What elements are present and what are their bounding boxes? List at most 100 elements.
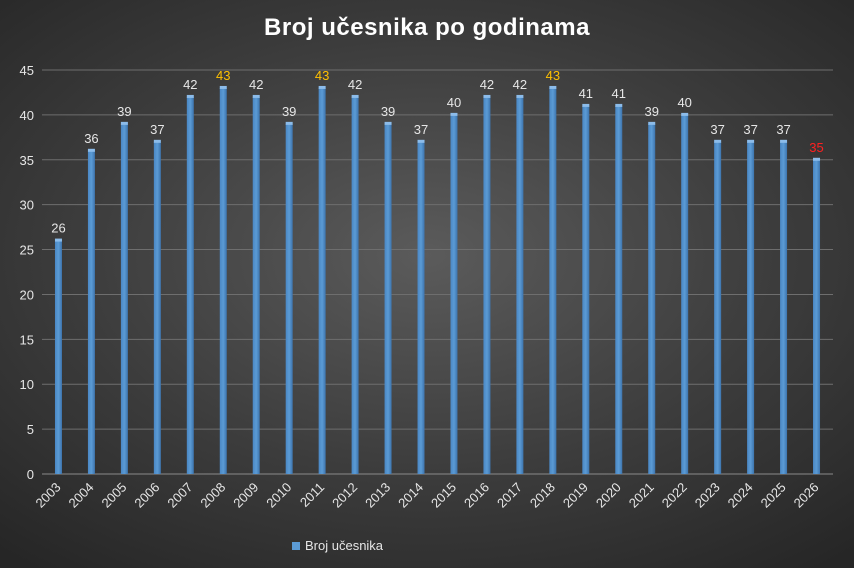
- chart-legend: Broj učesnika: [292, 538, 383, 553]
- x-tick-label: 2017: [494, 480, 525, 511]
- y-tick-label: 25: [20, 243, 34, 258]
- bar: [714, 141, 722, 475]
- data-label: 37: [743, 122, 757, 137]
- bar-top: [747, 139, 755, 143]
- bar-top: [648, 121, 656, 125]
- data-label: 39: [117, 104, 131, 119]
- data-label: 37: [414, 122, 428, 137]
- x-tick-label: 2009: [230, 480, 261, 511]
- data-label: 40: [447, 95, 461, 110]
- bar-top: [285, 121, 293, 125]
- y-tick-label: 45: [20, 63, 34, 78]
- bar-top: [186, 94, 194, 98]
- data-label: 42: [348, 77, 362, 92]
- data-label: 41: [579, 86, 593, 101]
- x-tick-label: 2004: [66, 480, 97, 511]
- x-tick-label: 2024: [725, 480, 756, 511]
- bar-top: [516, 94, 524, 98]
- bar-top: [219, 85, 227, 89]
- bar: [384, 123, 392, 474]
- x-tick-label: 2008: [197, 480, 228, 511]
- x-tick-label: 2022: [659, 480, 690, 511]
- bar-top: [54, 238, 62, 242]
- bar: [780, 141, 788, 475]
- y-tick-label: 15: [20, 332, 34, 347]
- bar-top: [483, 94, 491, 98]
- data-label: 42: [513, 77, 527, 92]
- data-label: 43: [315, 68, 329, 83]
- bar-top: [549, 85, 557, 89]
- x-tick-label: 2013: [362, 480, 393, 511]
- x-tick-label: 2018: [527, 480, 558, 511]
- bar-top: [252, 94, 260, 98]
- bar-top: [120, 121, 128, 125]
- legend-swatch: [292, 541, 300, 550]
- x-tick-label: 2025: [758, 480, 789, 511]
- y-tick-label: 35: [20, 153, 34, 168]
- data-label: 40: [677, 95, 691, 110]
- bar: [351, 96, 359, 474]
- x-tick-label: 2010: [263, 480, 294, 511]
- bar-top: [384, 121, 392, 125]
- bar: [450, 114, 458, 474]
- bar-top: [582, 103, 590, 107]
- x-tick-label: 2015: [428, 480, 459, 511]
- bar-top: [780, 139, 788, 143]
- bar-top: [714, 139, 722, 143]
- data-label: 39: [282, 104, 296, 119]
- y-tick-label: 30: [20, 198, 34, 213]
- bar: [186, 96, 194, 474]
- bar: [120, 123, 128, 474]
- bar: [252, 96, 260, 474]
- bar: [153, 141, 161, 475]
- x-tick-label: 2005: [98, 480, 129, 511]
- bar-top: [87, 148, 95, 152]
- y-tick-label: 0: [27, 467, 34, 482]
- bar: [285, 123, 293, 474]
- data-label: 43: [546, 68, 560, 83]
- bar: [87, 150, 95, 475]
- bar-top: [813, 157, 821, 161]
- data-label: 39: [644, 104, 658, 119]
- bar: [516, 96, 524, 474]
- bar: [318, 87, 326, 474]
- data-label: 36: [84, 131, 98, 146]
- data-label: 26: [51, 221, 65, 236]
- x-tick-label: 2007: [164, 480, 195, 511]
- data-label: 42: [480, 77, 494, 92]
- bar-top: [417, 139, 425, 143]
- bar-top: [681, 112, 689, 116]
- x-tick-label: 2019: [560, 480, 591, 511]
- bar-top: [615, 103, 623, 107]
- bar: [483, 96, 491, 474]
- y-tick-label: 40: [20, 108, 34, 123]
- bar: [582, 105, 590, 475]
- bar: [219, 87, 227, 474]
- data-label: 43: [216, 68, 230, 83]
- data-label: 42: [183, 77, 197, 92]
- data-label: 39: [381, 104, 395, 119]
- y-tick-label: 20: [20, 287, 34, 302]
- data-label: 37: [150, 122, 164, 137]
- bar: [549, 87, 557, 474]
- x-tick-label: 2016: [461, 480, 492, 511]
- legend-label: Broj učesnika: [305, 538, 384, 553]
- data-label: 35: [809, 140, 823, 155]
- x-tick-label: 2021: [626, 480, 657, 511]
- data-label: 37: [776, 122, 790, 137]
- x-tick-label: 2026: [791, 480, 822, 511]
- bar: [648, 123, 656, 474]
- y-tick-label: 5: [27, 422, 34, 437]
- data-label: 42: [249, 77, 263, 92]
- x-tick-label: 2023: [692, 480, 723, 511]
- x-tick-label: 2006: [131, 480, 162, 511]
- data-label: 41: [612, 86, 626, 101]
- data-label: 37: [710, 122, 724, 137]
- x-tick-label: 2011: [297, 480, 327, 510]
- bar: [417, 141, 425, 475]
- x-tick-label: 2020: [593, 480, 624, 511]
- x-tick-label: 2003: [33, 480, 64, 511]
- bar-top: [351, 94, 359, 98]
